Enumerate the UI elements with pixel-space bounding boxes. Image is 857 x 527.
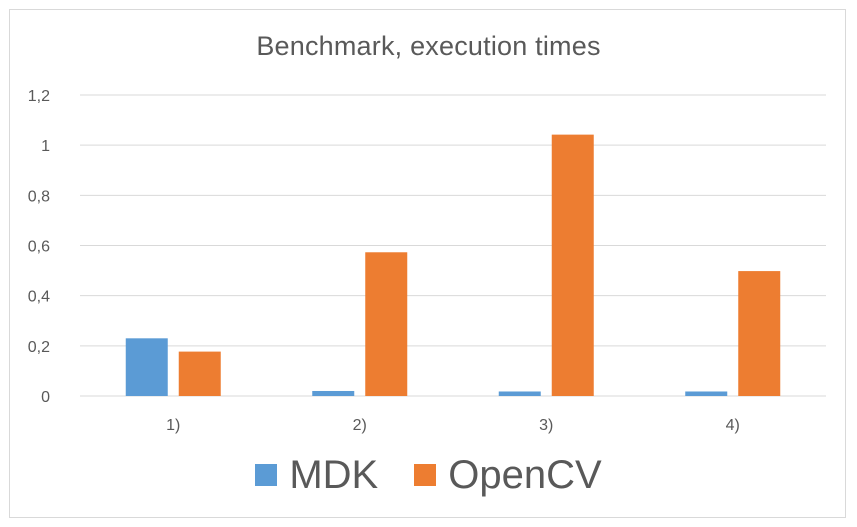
legend-swatch-opencv [414, 464, 437, 486]
legend: MDK OpenCV [0, 455, 857, 495]
bar-mdk-3 [498, 391, 541, 396]
x-tick-label: 2) [353, 417, 367, 434]
legend-swatch-mdk [255, 464, 278, 486]
x-tick-label: 1) [166, 417, 180, 434]
legend-label-mdk: MDK [289, 453, 379, 497]
y-tick-label: 0,2 [28, 339, 50, 356]
y-tick-label: 0 [41, 389, 50, 406]
bar-opencv-4 [738, 271, 781, 396]
y-tick-label: 0,4 [28, 289, 50, 306]
bar-opencv-3 [551, 134, 594, 397]
x-tick-label: 4) [726, 417, 740, 434]
legend-item-opencv: OpenCV [414, 453, 602, 497]
x-tick-label: 3) [539, 417, 553, 434]
legend-item-mdk: MDK [255, 455, 378, 495]
y-tick-label: 1,2 [28, 88, 50, 105]
y-tick-label: 0,6 [28, 239, 50, 256]
bar-mdk-2 [312, 390, 355, 396]
bar-mdk-4 [685, 391, 728, 396]
chart-title: Benchmark, execution times [256, 31, 601, 61]
bar-mdk-1 [125, 338, 168, 396]
y-tick-label: 0,8 [28, 188, 50, 205]
bar-opencv-2 [365, 252, 408, 396]
bar-opencv-1 [178, 351, 221, 396]
y-tick-label: 1 [41, 138, 50, 155]
chart-frame [9, 9, 846, 518]
legend-label-opencv: OpenCV [448, 453, 602, 497]
